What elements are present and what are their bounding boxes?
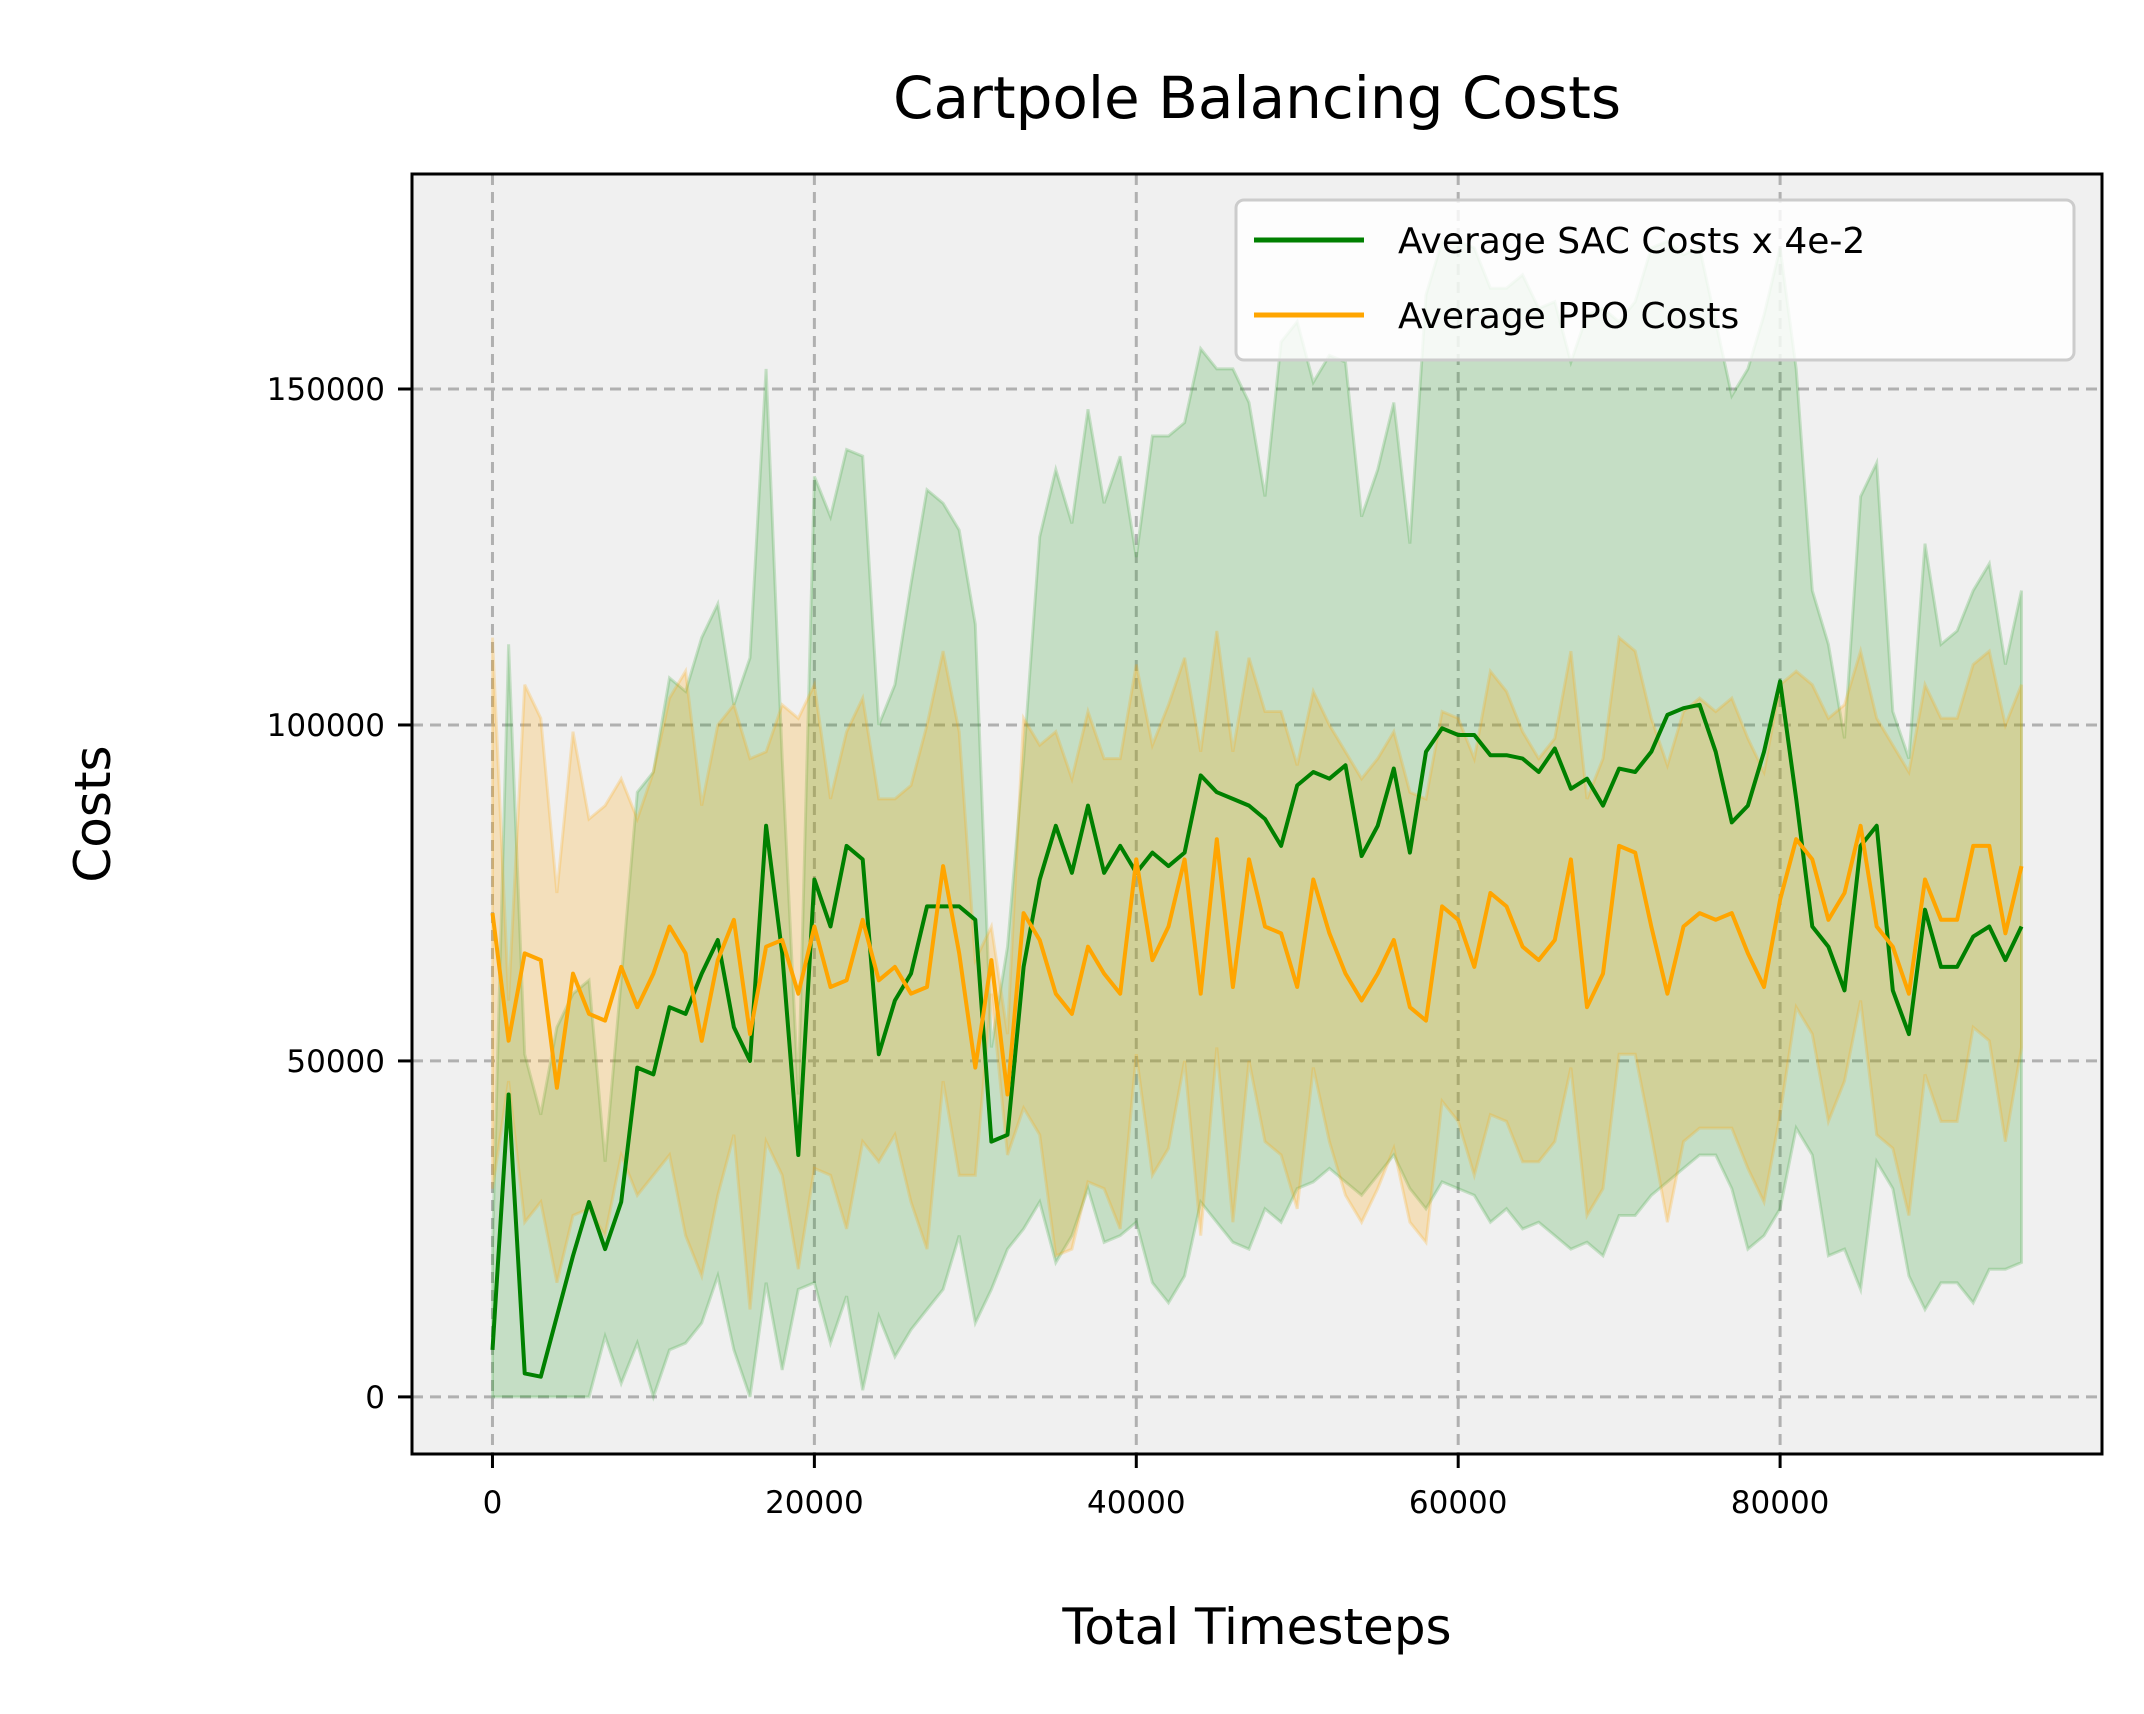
- x-tick-label: 0: [483, 1485, 503, 1521]
- grid-lines: [412, 174, 2102, 1454]
- confidence-band-ppo: [491, 630, 2023, 1310]
- x-axis-label: Total Timesteps: [1061, 1598, 1451, 1656]
- chart-title: Cartpole Balancing Costs: [893, 64, 1621, 132]
- x-tick-label: 40000: [1087, 1485, 1186, 1521]
- series-line-ppo: [490, 823, 2024, 1097]
- legend-label-sac: Average SAC Costs x 4e-2: [1398, 221, 1865, 262]
- x-tick-label: 80000: [1731, 1485, 1830, 1521]
- y-axis-ticks: 0 50000 100000 150000: [267, 372, 412, 1416]
- y-axis-label: Costs: [64, 745, 122, 882]
- y-tick-label: 0: [365, 1380, 385, 1416]
- series-line-sac: [490, 679, 2024, 1379]
- x-tick-label: 20000: [765, 1485, 864, 1521]
- x-tick-label: 60000: [1409, 1485, 1508, 1521]
- confidence-band-sac: [491, 239, 2023, 1402]
- legend-box: [1234, 198, 2076, 362]
- y-tick-label: 100000: [267, 708, 385, 744]
- y-tick-label: 50000: [286, 1044, 385, 1080]
- y-tick-label: 150000: [267, 372, 385, 408]
- legend-label-ppo: Average PPO Costs: [1398, 296, 1739, 337]
- plot-frame: [410, 172, 2104, 1456]
- series-lines: [490, 679, 2024, 1379]
- x-axis-ticks: 0 20000 40000 60000 80000: [483, 1454, 1830, 1521]
- confidence-bands: [491, 239, 2023, 1402]
- legend: Average SAC Costs x 4e-2 Average PPO Cos…: [1234, 198, 2076, 362]
